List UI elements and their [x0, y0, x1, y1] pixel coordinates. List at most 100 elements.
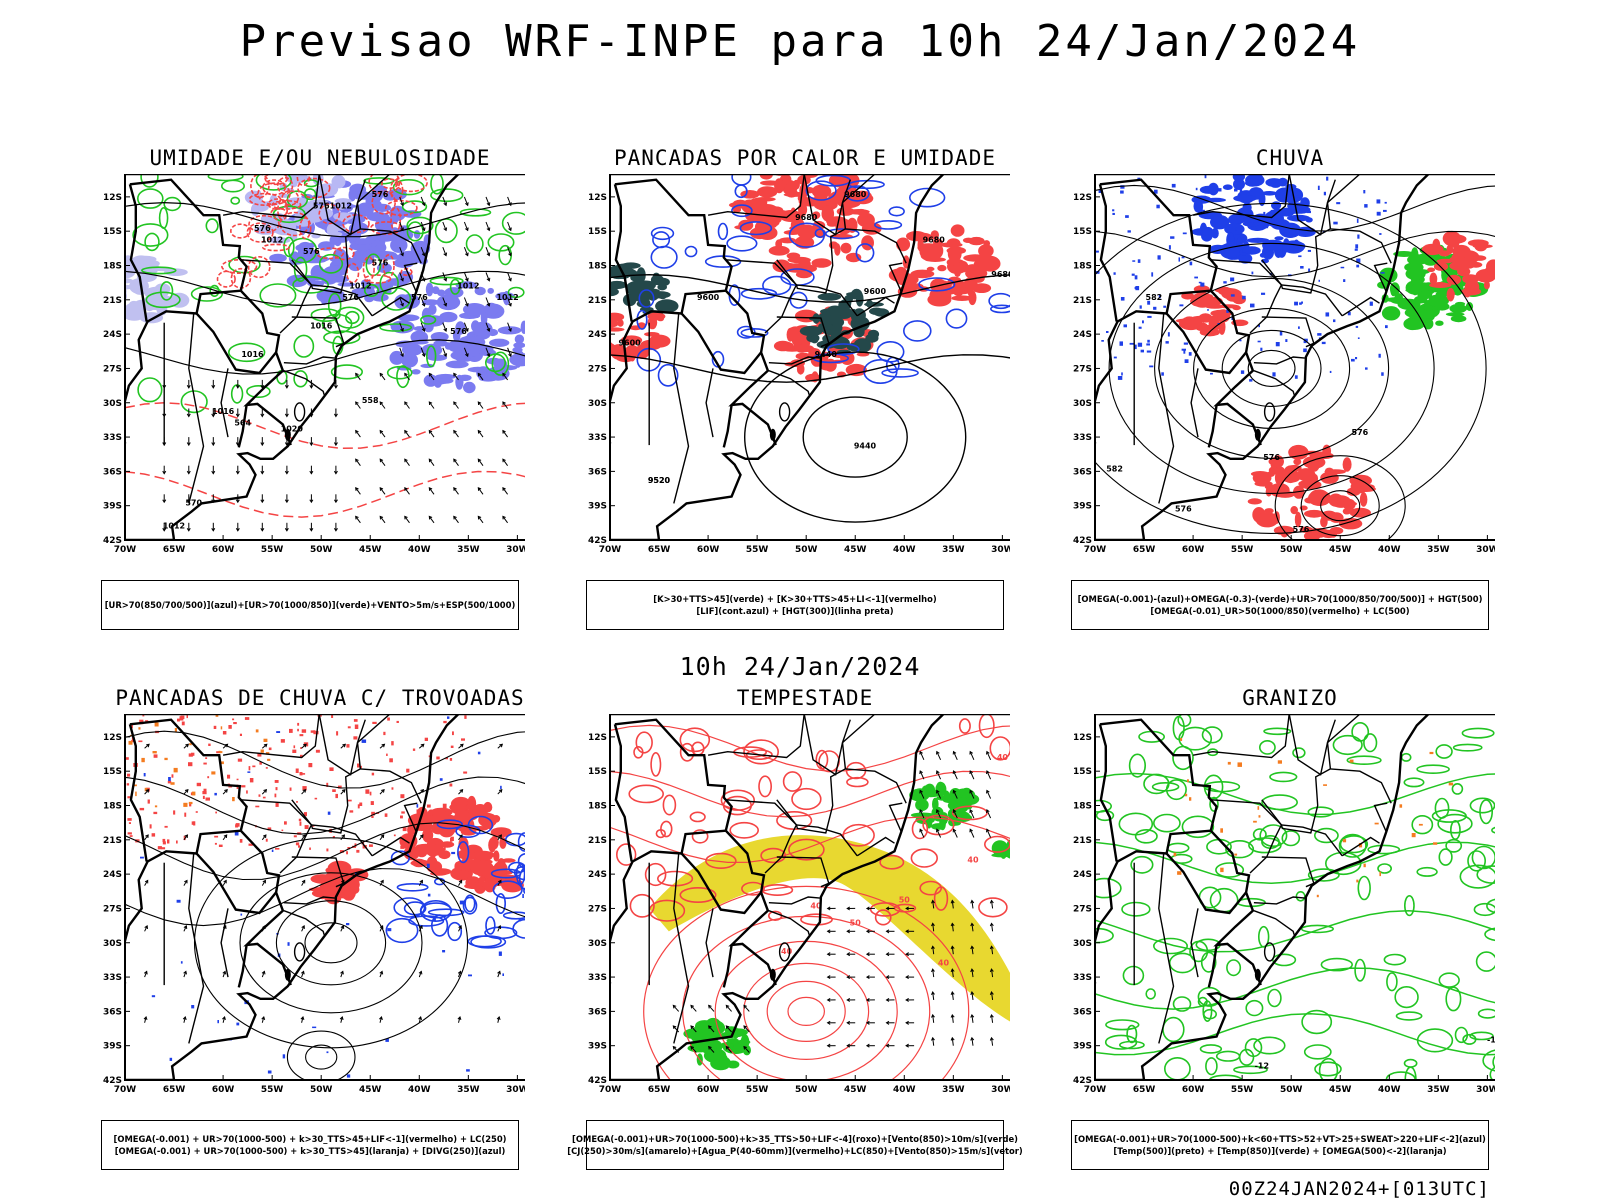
temp-850-contour: [1354, 958, 1366, 982]
humidity-mid-area: [437, 289, 446, 297]
storm-red-dot: [233, 722, 237, 725]
storm-red-dot: [258, 794, 261, 797]
wind-850-vector: [865, 1020, 870, 1025]
legend-line: [CJ(250)>30m/s](amarelo)+[Agua_P(40-60mm…: [567, 1146, 1023, 1156]
lat-tick-label: 36S: [588, 467, 607, 477]
humidity-light-area: [129, 278, 149, 294]
contour-label: 576: [313, 201, 330, 210]
humidity-low-contour: [180, 390, 208, 414]
rain-dot: [1378, 353, 1381, 358]
wind-vector: [502, 458, 509, 466]
instability-area: [951, 295, 973, 301]
rain-dot: [1137, 259, 1141, 263]
state-border: [1210, 259, 1283, 334]
wind-850-vector: [971, 923, 974, 932]
instability-area: [895, 273, 919, 286]
wind-vector: [442, 221, 447, 231]
wind-vector: [333, 528, 338, 532]
rain-dot: [1384, 201, 1387, 204]
rain-blue-area: [1222, 184, 1233, 190]
storm-red-dot: [184, 812, 187, 817]
wind-850-vector: [743, 1004, 747, 1009]
wind-vector: [355, 429, 359, 434]
humidity-low-contour: [484, 353, 506, 373]
wind-850-vector: [932, 969, 935, 978]
state-border: [1208, 993, 1221, 1006]
rain-blue-area: [1261, 191, 1278, 196]
divergence-dot: [500, 785, 502, 789]
orange-dot: [191, 791, 196, 796]
rain-dot: [1257, 340, 1261, 343]
humidity-light-area: [125, 284, 134, 290]
divergence-contour: [403, 901, 427, 916]
wind-vector: [400, 227, 404, 232]
plot-frame: [124, 174, 525, 541]
streamline-arrow: [342, 743, 347, 748]
wind-vector: [379, 401, 384, 406]
wind-vector: [486, 353, 491, 358]
instability-area: [896, 237, 911, 252]
state-border: [673, 853, 690, 1044]
rain-dot: [1167, 332, 1170, 337]
rain-dot: [1153, 306, 1157, 310]
wind-850-vector: [905, 1043, 909, 1048]
contour-label: 9440: [815, 350, 838, 359]
rain-blue-area: [1233, 194, 1257, 202]
rain-dot: [1357, 337, 1360, 339]
streamline-arrow: [499, 743, 504, 748]
storm-red-dot: [297, 728, 299, 732]
divergence-dot: [287, 942, 290, 946]
wind-vector: [421, 202, 426, 207]
wind-vector: [355, 372, 359, 377]
storm-red-dot: [461, 738, 465, 741]
storm-red-dot: [303, 812, 307, 817]
temp-850-contour: [1130, 855, 1154, 874]
wind-vector: [464, 328, 469, 333]
wind-vector: [260, 413, 265, 418]
orange-dot: [135, 791, 137, 797]
wind-vector: [404, 458, 410, 466]
divergence-dot: [468, 974, 472, 977]
wind-vector: [186, 528, 191, 532]
temp-850-contour: [1205, 1057, 1218, 1076]
lon-tick-label: 30W: [506, 545, 525, 554]
wind-850-vector: [865, 906, 870, 911]
streamline-arrow: [497, 743, 503, 749]
streamline-arrow: [379, 971, 383, 978]
rain-dot: [1294, 375, 1298, 379]
temp-850-contour: [1307, 868, 1340, 882]
rain-dot: [1239, 339, 1242, 342]
storm-red-dot: [357, 763, 361, 768]
humidity-low-contour: [287, 237, 318, 264]
streamline-arrow: [418, 880, 423, 886]
instability-area: [950, 224, 965, 237]
wind-850-vector: [950, 899, 955, 904]
instability-area: [811, 184, 832, 199]
streamline-arrow: [379, 880, 384, 886]
state-border: [1158, 313, 1175, 504]
humidity-low-contour: [207, 174, 244, 182]
country-border: [1207, 404, 1218, 448]
temp-850-contour: [1469, 797, 1495, 814]
unstable-moist-area: [869, 307, 884, 315]
wind-850-vector: [672, 1025, 677, 1030]
rain-red-area: [1266, 486, 1289, 492]
wind-850-vector: [936, 790, 942, 799]
state-border: [1288, 714, 1336, 776]
storm-red-dot: [464, 715, 467, 719]
wind-vector: [420, 196, 425, 206]
rain-blue-area: [1287, 214, 1310, 222]
wind-vector: [284, 442, 289, 447]
storm-red-dot: [268, 747, 272, 751]
humidity-light-area: [125, 307, 146, 321]
precip-water-contour: [705, 852, 737, 869]
thickness-contour: [362, 256, 375, 282]
wind-vector: [284, 499, 289, 504]
rain-dot: [1299, 302, 1302, 305]
lat-tick-label: 21S: [1073, 836, 1092, 846]
country-border: [128, 183, 148, 322]
streamline-arrow: [379, 1016, 383, 1021]
wind-850-area: [711, 1053, 728, 1061]
lagoa-mirim: [769, 428, 776, 441]
